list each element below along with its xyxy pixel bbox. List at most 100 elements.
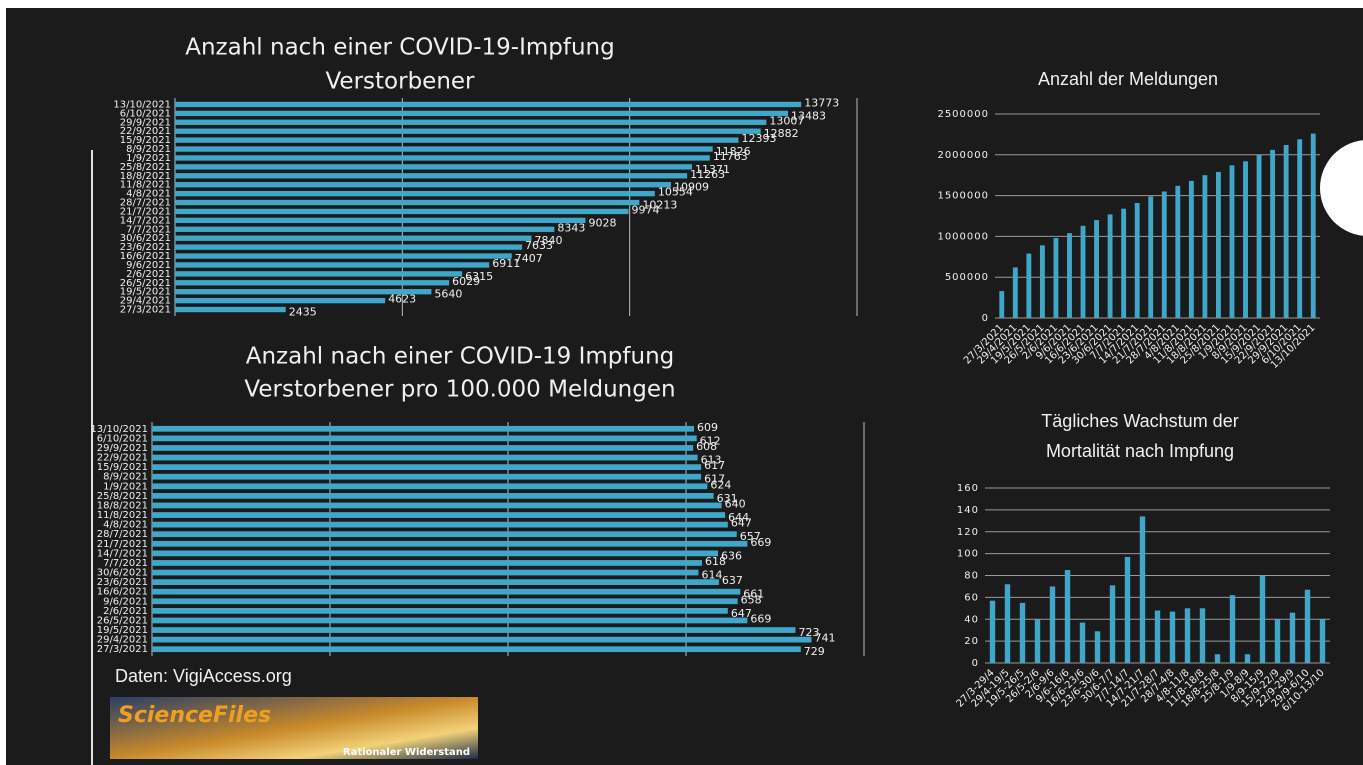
bar [175, 262, 490, 268]
data-label: 723 [798, 626, 819, 639]
bar [152, 512, 726, 518]
chart-title: Anzahl nach einer COVID-19 Impfung [246, 344, 675, 370]
data-label: 631 [717, 492, 738, 505]
bar [152, 531, 737, 538]
bar [1064, 570, 1071, 663]
bar [1202, 175, 1208, 318]
y-tick-label: 80 [964, 571, 979, 582]
bar [152, 521, 728, 528]
bar [1289, 612, 1296, 663]
bar [175, 173, 688, 179]
bar [175, 280, 450, 286]
data-label: 669 [750, 536, 771, 549]
y-tick-label: 27/3/2021 [97, 644, 148, 655]
y-tick-label: 11/8/2021 [97, 510, 148, 521]
bar [1053, 238, 1059, 318]
chart-title: Anzahl nach einer COVID-19-Impfung [185, 35, 615, 61]
bar [1124, 556, 1131, 663]
bar [1161, 191, 1167, 318]
bar [1304, 589, 1311, 663]
y-tick-label: 1500000 [937, 191, 989, 202]
logo-name: ScienceFiles [118, 703, 271, 728]
bar [152, 569, 699, 576]
bar [1034, 619, 1041, 663]
bar [1184, 608, 1191, 663]
y-tick-label: 160 [957, 483, 979, 494]
y-tick-label: 7/7/2021 [126, 224, 171, 235]
source: Daten: VigiAccess.org [115, 666, 292, 686]
y-tick-label: 26/5/2021 [97, 615, 148, 626]
y-tick-label: 29/9/2021 [120, 117, 171, 128]
y-tick-label: 8/9/2021 [126, 144, 171, 155]
y-tick-label: 28/7/2021 [120, 198, 171, 209]
chart-title: Mortalität nach Impfung [1046, 441, 1234, 461]
y-tick-label: 6/10/2021 [120, 108, 171, 119]
y-tick-label: 2000000 [937, 150, 989, 161]
y-tick-label: 1/9/2021 [103, 481, 148, 492]
y-tick-label: 11/8/2021 [120, 180, 171, 191]
y-tick-label: 21/7/2021 [97, 539, 148, 550]
chart-title: Tägliches Wachstum der [1041, 411, 1238, 431]
bar [1139, 516, 1146, 663]
bar [152, 579, 719, 585]
data-label: 618 [705, 555, 726, 568]
bar [1134, 202, 1140, 318]
y-tick-label: 40 [964, 614, 979, 625]
bar [175, 110, 789, 117]
y-tick-label: 18/8/2021 [120, 171, 171, 182]
y-tick-label: 0 [982, 313, 989, 324]
data-label: 658 [741, 593, 762, 606]
y-tick-label: 9/6/2021 [126, 260, 171, 271]
data-label: 614 [701, 569, 722, 582]
data-label: 609 [697, 421, 718, 434]
data-label: 644 [728, 511, 749, 524]
bar [175, 128, 761, 134]
bar [1256, 154, 1262, 318]
data-label: 10213 [642, 199, 677, 212]
y-tick-label: 2/6/2021 [103, 606, 148, 617]
bar [152, 636, 812, 643]
bar [1169, 611, 1176, 663]
data-label: 11826 [716, 145, 751, 158]
slide-button[interactable] [1320, 140, 1363, 236]
bar [1067, 233, 1072, 318]
data-label: 729 [804, 645, 825, 658]
data-label: 12882 [764, 127, 799, 140]
y-tick-label: 30/6/2021 [97, 568, 148, 579]
bar [1259, 575, 1266, 663]
y-tick-label: 18/8/2021 [97, 500, 148, 511]
data-label: 612 [700, 434, 721, 447]
y-tick-label: 4/8/2021 [103, 520, 148, 531]
y-tick-label: 7/7/2021 [103, 558, 148, 569]
y-tick-label: 140 [957, 505, 979, 516]
data-label: 13483 [791, 109, 826, 122]
data-label: 7633 [525, 239, 553, 252]
y-tick-label: 4/8/2021 [126, 189, 171, 200]
bar [175, 137, 739, 143]
data-label: 624 [710, 478, 731, 491]
bar [1049, 586, 1056, 663]
bar [1244, 654, 1251, 663]
bar [175, 289, 432, 295]
data-label: 657 [740, 530, 761, 543]
logo-tagline: Rationaler Widerstand [343, 747, 470, 758]
y-tick-label: 120 [957, 527, 979, 538]
bar [152, 646, 801, 653]
bar [152, 560, 703, 566]
data-label: 4623 [388, 293, 416, 306]
bar [152, 454, 698, 461]
y-tick-label: 6/10/2021 [97, 433, 148, 444]
bar [175, 146, 713, 152]
bar [152, 627, 796, 633]
bar [1107, 214, 1113, 318]
bar [1229, 595, 1236, 663]
bar [999, 291, 1005, 318]
chart-title: Verstorbener [325, 69, 475, 95]
bar [175, 208, 629, 215]
bar [1094, 631, 1101, 663]
bar [1216, 171, 1221, 318]
data-label: 12393 [741, 132, 776, 145]
y-tick-label: 60 [964, 592, 979, 603]
bar [175, 306, 286, 313]
